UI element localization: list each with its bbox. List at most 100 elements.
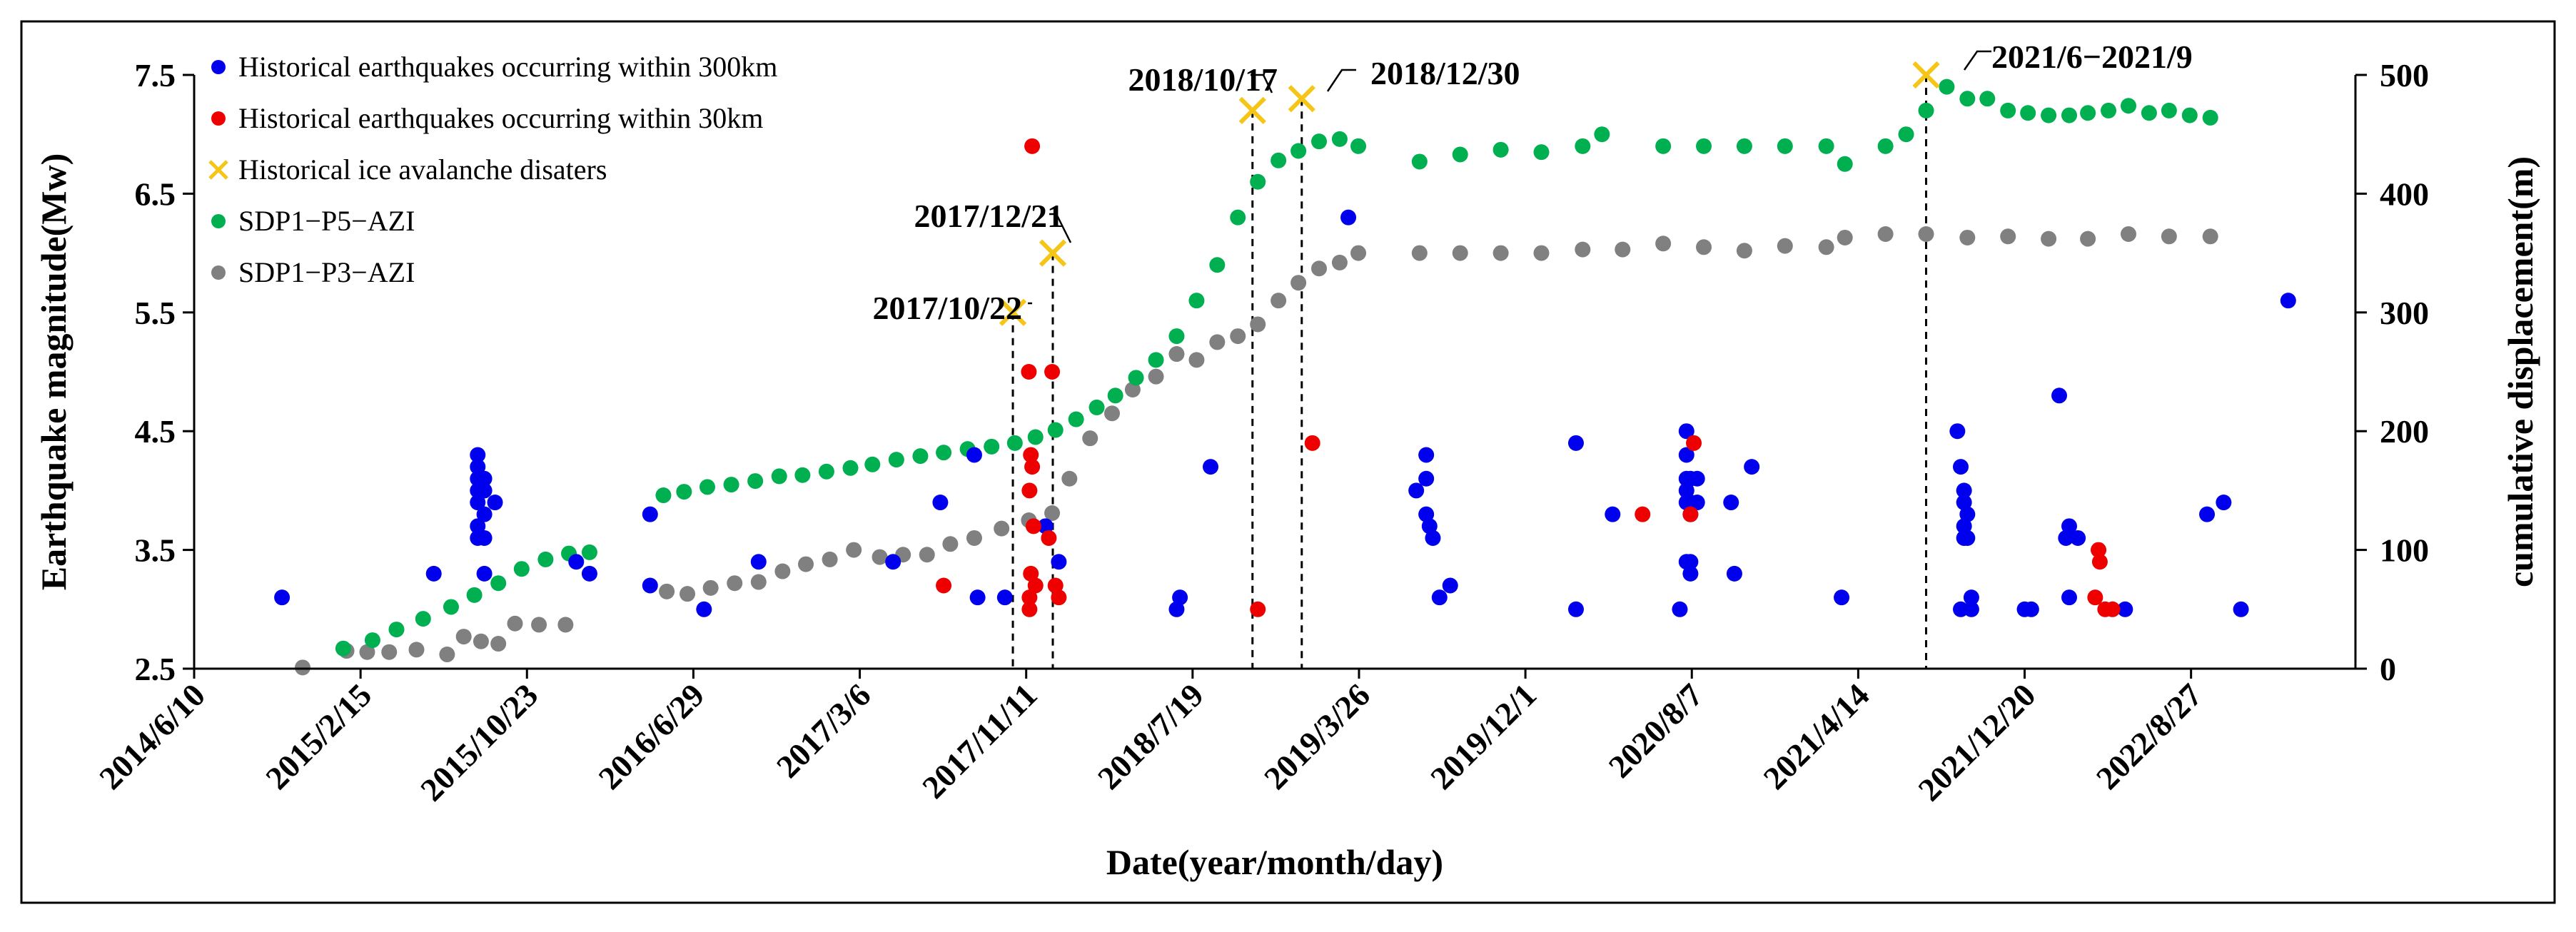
point-sdp1-p5-azi bbox=[1898, 126, 1914, 143]
legend-label: Historical earthquakes occurring within … bbox=[238, 51, 777, 83]
annotation-leader bbox=[1049, 213, 1072, 243]
point-sdp1-p3-azi bbox=[1188, 352, 1205, 368]
annotation-label: 2017/12/21 bbox=[914, 198, 1064, 234]
point-historical-earthquakes-occurring-within-300km bbox=[1963, 601, 1979, 617]
point-sdp1-p5-azi bbox=[1068, 411, 1084, 427]
point-historical-ice-avalanche-disaters bbox=[1039, 239, 1067, 267]
point-historical-earthquakes-occurring-within-300km bbox=[996, 589, 1013, 606]
point-sdp1-p5-azi bbox=[415, 611, 431, 627]
point-sdp1-p5-azi bbox=[1411, 153, 1428, 170]
point-sdp1-p3-azi bbox=[1492, 245, 1509, 261]
point-historical-earthquakes-occurring-within-30km bbox=[1304, 435, 1320, 451]
point-historical-earthquakes-occurring-within-300km bbox=[1726, 565, 1742, 582]
point-historical-earthquakes-occurring-within-300km bbox=[470, 447, 486, 463]
point-historical-earthquakes-occurring-within-30km bbox=[2087, 589, 2103, 606]
point-historical-ice-avalanche-disaters bbox=[1912, 61, 1940, 89]
annotation-leader bbox=[1963, 50, 1991, 71]
point-historical-earthquakes-occurring-within-300km bbox=[1168, 601, 1185, 617]
annotation-label: 2021/6−2021/9 bbox=[1991, 39, 2193, 75]
legend-label: Historical ice avalanche disaters bbox=[238, 153, 607, 186]
point-sdp1-p3-azi bbox=[798, 556, 814, 572]
point-sdp1-p3-azi bbox=[1777, 238, 1793, 254]
point-historical-earthquakes-occurring-within-30km bbox=[1023, 447, 1039, 463]
point-sdp1-p5-azi bbox=[1188, 293, 1205, 309]
point-historical-earthquakes-occurring-within-300km bbox=[568, 554, 585, 570]
point-historical-earthquakes-occurring-within-300km bbox=[1678, 447, 1694, 463]
point-sdp1-p3-azi bbox=[727, 575, 743, 592]
point-sdp1-p3-azi bbox=[919, 547, 935, 563]
point-sdp1-p3-azi bbox=[1918, 226, 1934, 242]
point-sdp1-p3-azi bbox=[2041, 231, 2057, 247]
point-sdp1-p3-azi bbox=[439, 647, 455, 663]
point-historical-earthquakes-occurring-within-300km bbox=[2216, 495, 2232, 511]
point-sdp1-p3-azi bbox=[1290, 275, 1307, 291]
event-lines bbox=[1011, 75, 1928, 669]
point-historical-earthquakes-occurring-within-300km bbox=[642, 506, 658, 522]
point-sdp1-p5-azi bbox=[1250, 173, 1266, 190]
point-historical-earthquakes-occurring-within-30km bbox=[1682, 506, 1699, 522]
point-sdp1-p5-azi bbox=[2020, 105, 2036, 121]
point-sdp1-p5-azi bbox=[490, 575, 507, 592]
point-historical-earthquakes-occurring-within-300km bbox=[1418, 506, 1435, 522]
point-historical-earthquakes-occurring-within-30km bbox=[1250, 601, 1266, 617]
point-historical-earthquakes-occurring-within-30km bbox=[1635, 506, 1651, 522]
point-historical-earthquakes-occurring-within-300km bbox=[1425, 530, 1441, 546]
point-sdp1-p5-azi bbox=[1918, 102, 1934, 118]
point-sdp1-p5-azi bbox=[1696, 138, 1712, 154]
point-historical-earthquakes-occurring-within-300km bbox=[1605, 506, 1621, 522]
point-sdp1-p3-azi bbox=[1696, 239, 1712, 255]
point-historical-earthquakes-occurring-within-300km bbox=[885, 554, 901, 570]
point-sdp1-p5-azi bbox=[1047, 422, 1064, 438]
point-sdp1-p3-azi bbox=[702, 579, 719, 596]
point-sdp1-p3-azi bbox=[2161, 228, 2177, 245]
point-sdp1-p5-azi bbox=[2120, 98, 2136, 114]
point-sdp1-p5-azi bbox=[1533, 144, 1550, 161]
annotation-leader bbox=[1326, 69, 1356, 92]
annotation-leader bbox=[1251, 74, 1273, 93]
point-historical-earthquakes-occurring-within-300km bbox=[1442, 577, 1458, 594]
y-left-tick-label: 7.5 bbox=[135, 57, 176, 93]
point-historical-earthquakes-occurring-within-300km bbox=[1037, 518, 1054, 535]
point-sdp1-p5-azi bbox=[1230, 209, 1246, 226]
x-tick-label: 2016/6/29 bbox=[592, 677, 712, 796]
y-right-tick-label: 300 bbox=[2380, 295, 2429, 331]
point-historical-earthquakes-occurring-within-30km bbox=[1047, 577, 1064, 594]
legend: Historical earthquakes occurring within … bbox=[208, 51, 777, 288]
point-historical-earthquakes-occurring-within-30km bbox=[1044, 364, 1061, 380]
point-sdp1-p5-azi bbox=[984, 438, 1000, 455]
point-sdp1-p5-azi bbox=[1959, 91, 1976, 107]
annotation-label: 2017/10/22 bbox=[872, 290, 1022, 326]
point-historical-earthquakes-occurring-within-30km bbox=[2091, 542, 2107, 558]
point-historical-earthquakes-occurring-within-300km bbox=[1051, 554, 1067, 570]
point-sdp1-p5-azi bbox=[1027, 429, 1044, 445]
point-sdp1-p5-azi bbox=[936, 445, 952, 461]
point-historical-earthquakes-occurring-within-30km bbox=[2104, 601, 2121, 617]
point-sdp1-p5-azi bbox=[1168, 328, 1185, 345]
legend-swatch bbox=[211, 214, 226, 228]
point-historical-earthquakes-occurring-within-300km bbox=[2058, 530, 2074, 546]
point-historical-earthquakes-occurring-within-300km bbox=[1421, 518, 1438, 535]
point-sdp1-p5-azi bbox=[2041, 107, 2057, 123]
point-historical-earthquakes-occurring-within-300km bbox=[470, 459, 486, 475]
x-tick-label: 2020/8/7 bbox=[1602, 677, 1710, 785]
point-historical-earthquakes-occurring-within-300km bbox=[274, 589, 291, 606]
point-sdp1-p3-azi bbox=[381, 644, 398, 660]
point-sdp1-p3-azi bbox=[1575, 241, 1591, 258]
point-historical-earthquakes-occurring-within-30km bbox=[1025, 518, 1041, 535]
x-tick-label: 2018/7/19 bbox=[1091, 677, 1211, 796]
point-historical-earthquakes-occurring-within-300km bbox=[932, 495, 949, 511]
point-sdp1-p5-azi bbox=[335, 640, 351, 657]
point-sdp1-p5-azi bbox=[513, 561, 530, 577]
y-right-tick-label: 500 bbox=[2380, 57, 2429, 93]
point-historical-earthquakes-occurring-within-30km bbox=[1021, 482, 1038, 499]
point-historical-earthquakes-occurring-within-300km bbox=[1408, 482, 1425, 499]
point-historical-earthquakes-occurring-within-300km bbox=[750, 554, 767, 570]
y-left-tick-label: 6.5 bbox=[135, 176, 176, 212]
point-sdp1-p3-azi bbox=[1655, 235, 1672, 252]
point-sdp1-p3-azi bbox=[1209, 334, 1226, 350]
point-historical-ice-avalanche-disaters bbox=[1238, 96, 1266, 125]
point-historical-earthquakes-occurring-within-300km bbox=[476, 565, 493, 582]
point-historical-earthquakes-occurring-within-300km bbox=[2061, 589, 2078, 606]
point-sdp1-p5-azi bbox=[2141, 105, 2157, 121]
